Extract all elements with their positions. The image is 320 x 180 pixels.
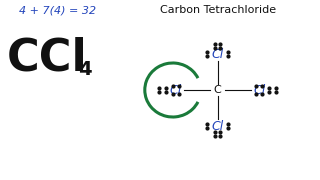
Text: 4: 4 bbox=[78, 60, 92, 79]
Text: C: C bbox=[214, 85, 221, 95]
Text: Cl: Cl bbox=[212, 120, 224, 132]
Text: Cl: Cl bbox=[170, 84, 182, 96]
Text: Cl: Cl bbox=[253, 84, 265, 96]
Text: CCl: CCl bbox=[6, 36, 87, 79]
Text: Carbon Tetrachloride: Carbon Tetrachloride bbox=[160, 5, 276, 15]
Text: Cl: Cl bbox=[212, 48, 224, 60]
Text: 4 + 7(4) = 32: 4 + 7(4) = 32 bbox=[19, 5, 96, 15]
